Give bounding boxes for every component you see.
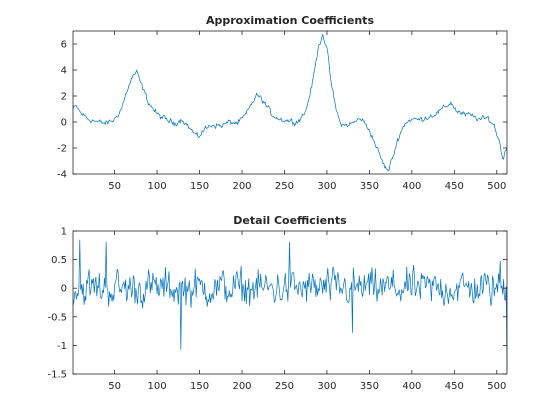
y-tick-label: 0.5 <box>51 255 67 266</box>
x-tick-label: 300 <box>317 181 336 192</box>
x-tick-label: 100 <box>148 381 167 392</box>
y-tick-label: 0 <box>61 284 67 295</box>
x-tick-label: 350 <box>360 181 379 192</box>
series-line <box>72 34 508 172</box>
x-tick-label: 50 <box>108 181 121 192</box>
x-tick-label: 400 <box>402 181 421 192</box>
detail-title: Detail Coefficients <box>233 214 347 227</box>
axes-box <box>72 230 508 375</box>
x-tick-label: 100 <box>148 181 167 192</box>
x-tick-label: 250 <box>275 381 294 392</box>
x-tick-label: 250 <box>275 181 294 192</box>
y-tick-label: 4 <box>61 66 67 77</box>
x-tick-label: 200 <box>232 181 251 192</box>
x-tick-label: 300 <box>317 381 336 392</box>
y-tick-label: -0.5 <box>47 312 67 323</box>
y-tick-label: 0 <box>61 118 67 129</box>
y-tick-label: -1.5 <box>47 370 67 381</box>
y-tick-label: -4 <box>57 170 67 181</box>
approximation-axes: Approximation Coefficients 50 100 150 200 25… <box>57 14 508 192</box>
x-tick-label: 500 <box>487 181 506 192</box>
approximation-title: Approximation Coefficients <box>206 14 374 27</box>
x-tick-label: 450 <box>445 381 464 392</box>
y-tick-label: 2 <box>61 92 67 103</box>
x-tick-label: 200 <box>232 381 251 392</box>
y-tick-label: -2 <box>57 144 67 155</box>
axes-box <box>72 30 508 175</box>
x-tick-label: 450 <box>445 181 464 192</box>
x-tick-label: 150 <box>190 381 209 392</box>
x-tick-label: 400 <box>402 381 421 392</box>
y-tick-label: -1 <box>57 341 67 352</box>
detail-axes: Detail Coefficients 50 100 150 200 250 300 350… <box>47 214 508 392</box>
y-tick-label: 6 <box>61 40 67 51</box>
x-tick-label: 350 <box>360 381 379 392</box>
y-tick-label: 1 <box>61 227 67 238</box>
x-tick-label: 50 <box>108 381 121 392</box>
x-tick-label: 150 <box>190 181 209 192</box>
series-line <box>72 239 508 372</box>
x-tick-label: 500 <box>487 381 506 392</box>
